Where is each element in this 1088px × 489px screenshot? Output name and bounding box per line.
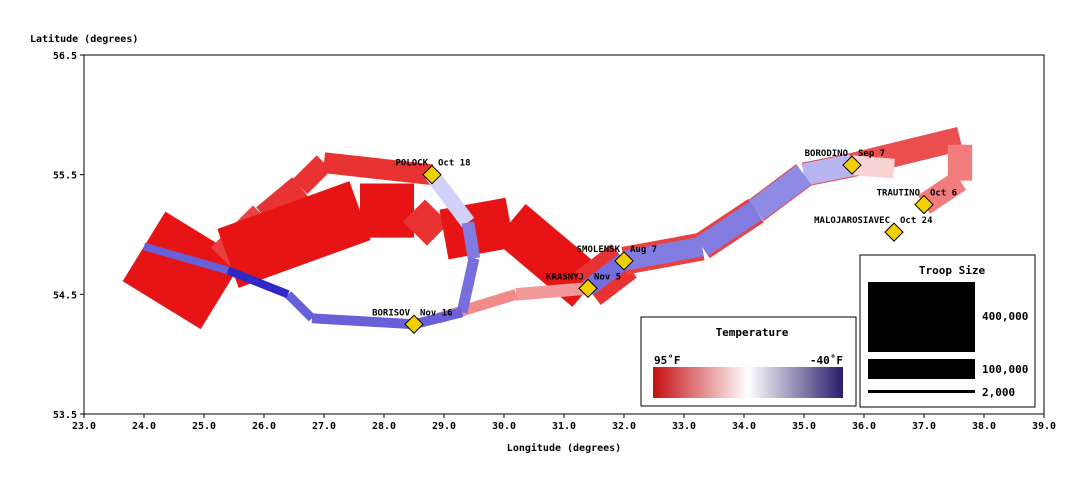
temperature-legend-title: Temperature [716, 326, 789, 339]
x-tick-label: 36.0 [852, 421, 876, 432]
advance-segment [494, 204, 604, 307]
retreat-segment [142, 242, 230, 275]
y-tick-label: 54.5 [53, 290, 77, 301]
x-tick-label: 28.0 [372, 421, 396, 432]
x-tick-label: 32.0 [612, 421, 636, 432]
retreat-segment [695, 201, 763, 256]
retreat-segment [284, 291, 316, 322]
city-marker [884, 222, 904, 242]
x-tick-label: 23.0 [72, 421, 96, 432]
city-name-label: KRASNYJ [546, 272, 584, 282]
city-name-label: MALOJAROSIAVEC [814, 216, 890, 226]
city-name-label: TRAUTINO [877, 189, 921, 199]
city-date-label: Oct 24 [900, 216, 933, 226]
y-tick-label: 53.5 [53, 410, 77, 421]
temperature-gradient-bar [653, 367, 843, 398]
advance-segment [439, 197, 515, 260]
y-axis-ticks: 53.5 54.5 55.5 56.5 [53, 51, 84, 421]
city-name-label: BORODINO [805, 149, 849, 159]
city-marker [578, 278, 598, 299]
temperature-min-label: 95˚F [654, 354, 681, 367]
city-name-label: POLOCK [395, 159, 428, 169]
advance-segment [402, 199, 450, 246]
x-tick-label: 37.0 [912, 421, 936, 432]
city-marker [422, 164, 442, 185]
y-axis-label: Latitude (degrees) [30, 33, 138, 45]
troop-size-swatch-large [868, 282, 975, 352]
advance-segment [322, 152, 434, 185]
x-tick-label: 39.0 [1032, 421, 1056, 432]
advance-segment [122, 211, 244, 330]
city-date-label: Oct 6 [930, 189, 957, 199]
retreat-segment [425, 170, 475, 228]
retreat-segment [622, 236, 704, 271]
retreat-segment [412, 307, 464, 330]
x-tick-label: 27.0 [312, 421, 336, 432]
retreat-segment [456, 257, 480, 314]
city-marker [614, 251, 634, 271]
x-tick-label: 30.0 [492, 421, 516, 432]
x-tick-label: 31.0 [552, 421, 576, 432]
troop-size-legend: Troop Size 400,000 100,000 2,000 [859, 254, 1036, 408]
retreat-segment [226, 266, 290, 299]
retreat-segment [748, 164, 812, 221]
troop-size-legend-title: Troop Size [919, 264, 986, 277]
advance-segment [217, 181, 371, 288]
x-tick-label: 33.0 [672, 421, 696, 432]
x-tick-label: 24.0 [132, 421, 156, 432]
troop-size-label-medium: 100,000 [982, 363, 1028, 376]
troop-size-label-small: 2,000 [982, 386, 1015, 399]
troop-size-label-large: 400,000 [982, 310, 1028, 323]
city-date-label: Sep 7 [858, 149, 885, 159]
x-axis-label: Longitude (degrees) [507, 442, 621, 454]
x-axis-ticks: 23.0 24.0 25.0 26.0 27.0 28.0 29.0 30.0 31.0 32.0… [72, 414, 1056, 432]
temperature-legend: Temperature 95˚F -40˚F [640, 316, 857, 407]
city-marker [404, 314, 424, 334]
advance-segment [292, 155, 332, 194]
y-tick-label: 56.5 [53, 51, 77, 62]
city-marker [914, 194, 934, 215]
troop-size-swatch-medium [868, 359, 975, 379]
y-tick-label: 55.5 [53, 171, 77, 182]
city-date-label: Nov 5 [594, 272, 621, 282]
city-date-label: Nov 16 [420, 308, 453, 318]
x-tick-label: 38.0 [972, 421, 996, 432]
retreat-segment [515, 282, 589, 301]
troop-size-swatch-small [868, 390, 975, 393]
retreat-segment [311, 313, 415, 330]
cities: POLOCK Oct 18 BORODINO Sep 7 TRAUTINO Oct 6 MA… [372, 149, 957, 334]
retreat-segments [142, 154, 967, 330]
retreat-segment [582, 254, 630, 296]
x-tick-label: 29.0 [432, 421, 456, 432]
city-date-label: Oct 18 [438, 159, 471, 169]
x-tick-label: 26.0 [252, 421, 276, 432]
city-name-label: BORISOV [372, 308, 411, 318]
temperature-max-label: -40˚F [810, 354, 843, 367]
x-tick-label: 35.0 [792, 421, 816, 432]
x-tick-label: 34.0 [732, 421, 756, 432]
city-marker [842, 155, 862, 175]
city-date-label: Aug 7 [630, 245, 657, 255]
retreat-segment [461, 221, 481, 260]
city-name-label: SMOLENSK [577, 245, 621, 255]
retreat-segment [917, 171, 967, 214]
x-tick-label: 25.0 [192, 421, 216, 432]
